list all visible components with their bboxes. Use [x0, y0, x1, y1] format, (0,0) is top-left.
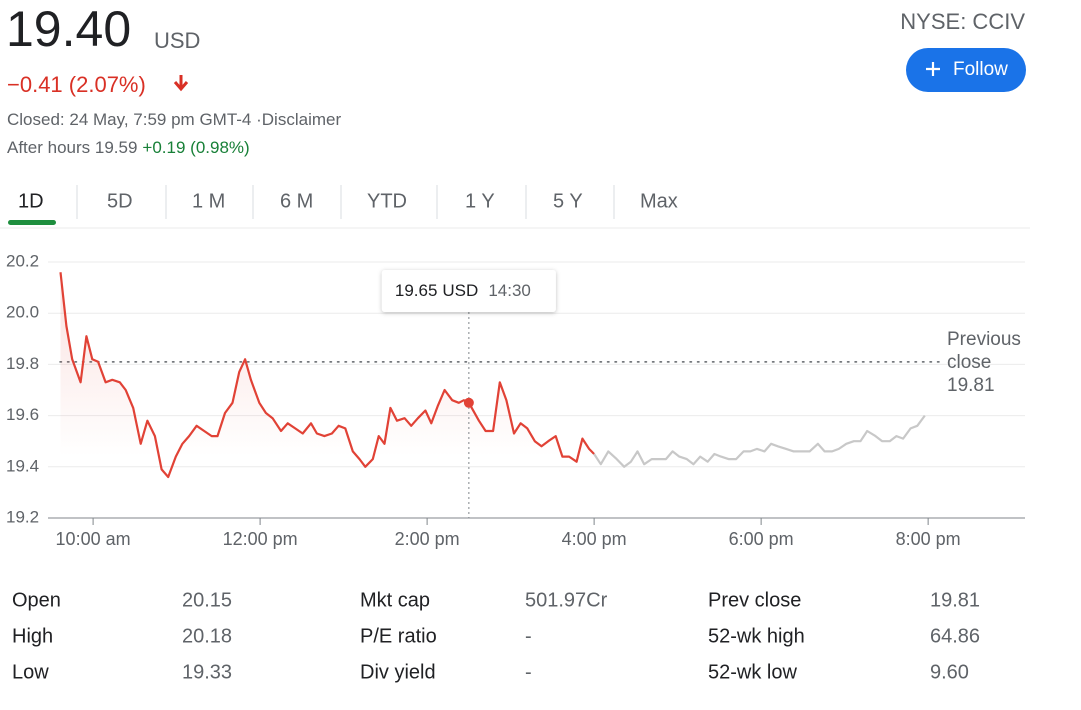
y-tick-label: 19.4: [6, 456, 39, 475]
y-tick-label: 20.2: [6, 251, 39, 270]
x-tick-label: 12:00 pm: [223, 529, 298, 549]
x-tick-label: 4:00 pm: [562, 529, 627, 549]
down-arrow: [173, 75, 189, 92]
tab-label[interactable]: 1D: [18, 190, 44, 212]
ticker: NYSE: CCIV: [900, 9, 1025, 34]
closed-info: Closed: 24 May, 7:59 pm GMT-4 ·Disclaime…: [7, 110, 341, 129]
tooltip-point: [463, 397, 474, 408]
x-tick-label: 10:00 am: [56, 529, 131, 549]
tooltip-box: [381, 270, 556, 312]
x-tick-label: 8:00 pm: [896, 529, 961, 549]
stats-table: Open 20.15 Mkt cap 501.97Cr Prev close 19.81 H…: [12, 589, 980, 683]
stat-label: 52-wk high: [708, 625, 805, 647]
previous-close-value: 19.81: [947, 375, 995, 396]
stat-label: High: [12, 625, 53, 647]
plus-icon[interactable]: [926, 62, 940, 76]
stat-label: P/E ratio: [360, 625, 437, 647]
follow-button-bg[interactable]: [906, 48, 1026, 92]
after-hours-change: +0.19 (0.98%): [142, 138, 249, 157]
price-area: [60, 272, 595, 518]
after-hours-price: After hours 19.59: [7, 138, 137, 157]
after-hours: After hours 19.59 +0.19 (0.98%): [7, 138, 250, 157]
range-tabs: 1D 5D 1 M 6 M YTD 1 Y 5 Y Max: [8, 185, 678, 225]
tooltip-value: 19.65: [395, 281, 438, 300]
stat-value: 20.18: [182, 625, 232, 647]
tab-label[interactable]: 1 Y: [465, 190, 495, 212]
chart: 19.2 19.4 19.6 19.8 20.0 20.2 10:00 am 12:00 pm…: [6, 251, 1025, 549]
tab-label[interactable]: 6 M: [280, 190, 313, 212]
y-tick-label: 19.2: [6, 507, 39, 526]
stat-label: Mkt cap: [360, 589, 430, 611]
tooltip-currency: USD: [442, 281, 478, 300]
previous-close-label: Previous close 19.81: [947, 328, 1037, 397]
y-tick-label: 20.0: [6, 303, 39, 322]
tab-selected-indicator: [8, 220, 56, 225]
tab-label[interactable]: YTD: [367, 190, 407, 212]
tab-label[interactable]: 5D: [107, 190, 133, 212]
closed-time: Closed: 24 May, 7:59 pm GMT-4 ·: [7, 110, 262, 129]
stat-value: 20.15: [182, 589, 232, 611]
stat-value: 19.81: [930, 589, 980, 611]
disclaimer-link[interactable]: Disclaimer: [262, 110, 342, 129]
previous-close-text: Previous close: [947, 329, 1021, 373]
tooltip-text: 19.65 USD 14:30: [395, 281, 531, 300]
change: −0.41 (2.07%): [7, 72, 146, 97]
y-tick-label: 19.6: [6, 405, 39, 424]
stat-label: Prev close: [708, 589, 801, 611]
price: 19.40: [6, 1, 131, 57]
tab-label[interactable]: Max: [640, 190, 678, 212]
stat-value: 64.86: [930, 625, 980, 647]
stat-label: Low: [12, 661, 49, 683]
stat-value: -: [525, 625, 532, 647]
stat-label: Div yield: [360, 661, 436, 683]
stat-value: 19.33: [182, 661, 232, 683]
tab-label[interactable]: 1 M: [192, 190, 225, 212]
stat-value: -: [525, 661, 532, 683]
follow-label[interactable]: Follow: [953, 59, 1008, 80]
stat-value: 9.60: [930, 661, 969, 683]
y-tick-label: 19.8: [6, 354, 39, 373]
price-line: [593, 414, 926, 468]
tooltip-time: 14:30: [488, 281, 531, 300]
stat-value: 501.97Cr: [525, 589, 608, 611]
price-line: [59, 272, 595, 479]
x-tick-label: 6:00 pm: [729, 529, 794, 549]
tab-label[interactable]: 5 Y: [553, 190, 583, 212]
stat-label: Open: [12, 589, 61, 611]
currency: USD: [154, 28, 200, 53]
follow-button[interactable]: Follow: [906, 48, 1026, 92]
x-tick-label: 2:00 pm: [395, 529, 460, 549]
stat-label: 52-wk low: [708, 661, 797, 683]
